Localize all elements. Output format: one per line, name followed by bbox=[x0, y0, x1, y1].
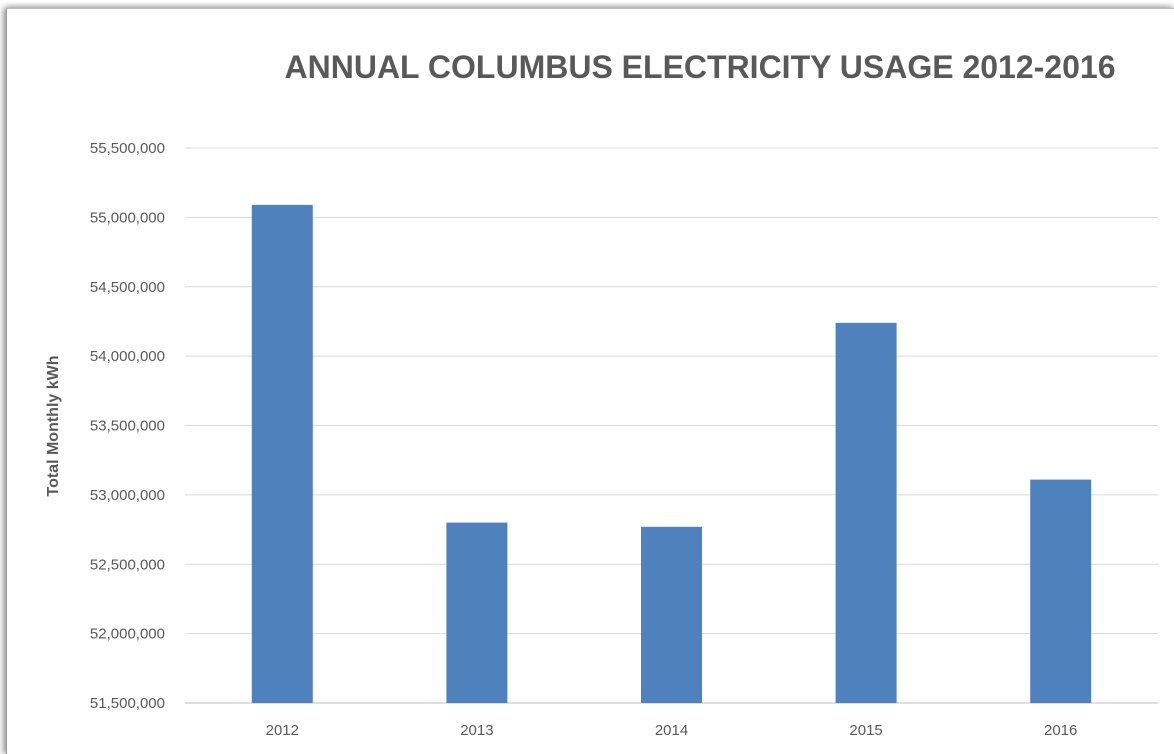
y-tick-label: 54,500,000 bbox=[90, 279, 165, 296]
x-tick-label: 2013 bbox=[460, 722, 493, 739]
x-tick-label: 2012 bbox=[266, 722, 299, 739]
bar-2014 bbox=[641, 526, 702, 703]
bar-2015 bbox=[835, 322, 897, 703]
y-tick-label: 52,500,000 bbox=[90, 556, 165, 573]
y-tick-label: 55,500,000 bbox=[90, 140, 165, 157]
chart-title: ANNUAL COLUMBUS ELECTRICITY USAGE 2012-2… bbox=[285, 49, 1116, 85]
y-tick-label: 53,000,000 bbox=[90, 487, 165, 504]
x-tick-label: 2016 bbox=[1044, 722, 1077, 739]
y-tick-label: 54,000,000 bbox=[90, 348, 165, 365]
bars bbox=[251, 204, 1092, 703]
y-tick-label: 52,000,000 bbox=[90, 626, 165, 643]
x-tick-label: 2015 bbox=[849, 722, 882, 739]
x-axis-ticks: 2012 2013 2014 2015 2016 bbox=[266, 722, 1078, 739]
bar-2012 bbox=[251, 204, 313, 703]
y-tick-label: 53,500,000 bbox=[90, 418, 165, 435]
bar-2013 bbox=[446, 522, 508, 703]
chart-border bbox=[6, 8, 1174, 754]
y-axis-ticks: 51,500,000 52,000,000 52,500,000 53,000,000… bbox=[90, 140, 165, 712]
y-axis-label: Total Monthly kWh bbox=[45, 355, 62, 496]
y-tick-label: 55,000,000 bbox=[90, 209, 165, 226]
bar-2016 bbox=[1030, 479, 1092, 703]
y-tick-label: 51,500,000 bbox=[90, 695, 165, 712]
x-tick-label: 2014 bbox=[655, 722, 688, 739]
